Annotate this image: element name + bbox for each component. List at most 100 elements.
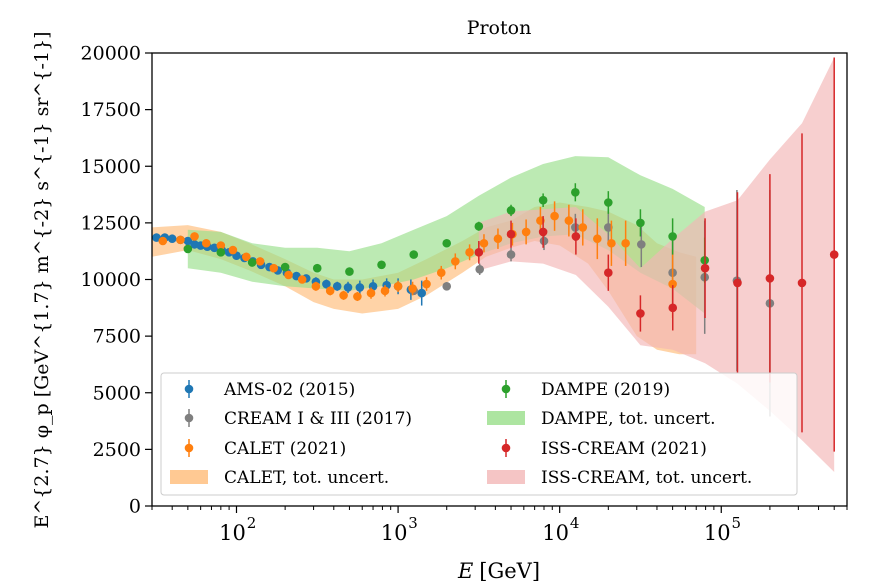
point-cream-i-iii-2017 — [636, 240, 646, 249]
y-tick-label: 20000 — [81, 43, 141, 65]
point-iss-cream-2021 — [604, 268, 613, 278]
legend: AMS-02 (2015) CREAM I & III (2017) CALET (… — [160, 372, 798, 496]
point-dampe-2019 — [183, 244, 193, 254]
x-tick-exponent: 3 — [408, 514, 418, 532]
legend-marker — [184, 443, 194, 453]
point-dampe-2019 — [538, 195, 548, 205]
point-calet-2021 — [564, 216, 574, 225]
point-dampe-2019 — [216, 248, 226, 257]
y-tick-label: 7500 — [93, 326, 141, 348]
point-dampe-2019 — [247, 258, 257, 267]
point-dampe-2019 — [442, 238, 452, 248]
point-iss-cream-2021 — [829, 250, 839, 259]
point-iss-cream-2021 — [506, 229, 516, 239]
point-iss-cream-2021 — [765, 274, 775, 283]
data-points — [152, 57, 839, 452]
point-cream-i-iii-2017 — [539, 236, 549, 246]
point-ams-02-2015 — [183, 236, 193, 246]
point-calet-2021 — [269, 263, 279, 273]
legend-box — [160, 372, 798, 496]
axes: 0 2500 5000 7500 10000 12500 15000 17500 20000 10… — [81, 43, 848, 545]
point-calet-2021 — [521, 227, 531, 237]
point-calet-2021 — [578, 223, 588, 232]
point-ams-02-2015 — [355, 283, 365, 292]
point-iss-cream-2021 — [636, 309, 645, 318]
point-ams-02-2015 — [167, 234, 177, 244]
point-calet-2021 — [158, 236, 168, 246]
legend-entry-iss-cream-2021: ISS-CREAM (2021) — [501, 439, 707, 459]
point-calet-2021 — [422, 279, 431, 289]
point-calet-2021 — [621, 238, 630, 248]
x-tick-exponent: 4 — [570, 514, 580, 532]
legend-label: DAMPE (2019) — [541, 380, 670, 400]
point-dampe-2019 — [668, 232, 677, 241]
legend-swatch — [487, 411, 525, 425]
x-tick-exponent: 5 — [731, 514, 741, 532]
legend-entry-dampe-tot-uncert: DAMPE, tot. uncert. — [487, 409, 716, 429]
point-calet-2021 — [353, 292, 362, 301]
point-calet-2021 — [216, 241, 226, 250]
point-dampe-2019 — [377, 260, 386, 270]
point-iss-cream-2021 — [733, 278, 742, 288]
point-dampe-2019 — [506, 206, 516, 215]
legend-entry-dampe-2019: DAMPE (2019) — [501, 380, 670, 400]
point-calet-2021 — [255, 257, 265, 266]
point-dampe-2019 — [604, 198, 613, 207]
point-dampe-2019 — [345, 267, 354, 276]
legend-label: CALET (2021) — [224, 439, 346, 459]
y-tick-label: 2500 — [93, 439, 141, 461]
legend-entry-iss-cream-tot-uncert: ISS-CREAM, tot. uncert. — [487, 468, 752, 488]
point-dampe-2019 — [636, 218, 645, 228]
point-calet-2021 — [393, 281, 403, 291]
point-cream-i-iii-2017 — [506, 250, 516, 259]
point-calet-2021 — [284, 270, 293, 280]
point-calet-2021 — [593, 234, 602, 244]
point-iss-cream-2021 — [797, 278, 807, 288]
point-calet-2021 — [607, 238, 616, 248]
point-calet-2021 — [325, 286, 335, 296]
point-ams-02-2015 — [343, 283, 353, 292]
point-cream-i-iii-2017 — [475, 265, 485, 274]
legend-entry-calet-tot-uncert: CALET, tot. uncert. — [170, 468, 389, 488]
legend-marker — [184, 384, 194, 394]
point-calet-2021 — [408, 284, 417, 293]
x-tick-label: 10 — [381, 521, 408, 545]
point-calet-2021 — [668, 279, 677, 289]
point-ams-02-2015 — [417, 288, 426, 298]
point-calet-2021 — [311, 281, 321, 291]
point-ams-02-2015 — [332, 281, 342, 291]
x-tick-label: 10 — [542, 521, 569, 545]
point-ams-02-2015 — [322, 279, 331, 289]
legend-swatch — [487, 470, 525, 484]
chart-title: Proton — [467, 17, 532, 39]
x-axis-label: E [GeV] — [457, 559, 540, 583]
point-cream-i-iii-2017 — [604, 223, 613, 232]
x-axis-label-symbol: E — [457, 559, 473, 583]
point-calet-2021 — [339, 291, 348, 300]
band-iss-cream-tot-uncert — [478, 57, 835, 472]
y-tick-label: 10000 — [81, 269, 141, 291]
point-iss-cream-2021 — [474, 248, 484, 257]
point-iss-cream-2021 — [571, 232, 581, 241]
legend-label: ISS-CREAM (2021) — [541, 439, 707, 459]
point-calet-2021 — [228, 245, 238, 255]
point-calet-2021 — [550, 211, 559, 221]
legend-marker — [501, 443, 511, 453]
y-tick-label: 0 — [129, 496, 141, 518]
point-calet-2021 — [479, 238, 489, 248]
point-calet-2021 — [201, 238, 211, 248]
x-tick-exponent: 2 — [247, 514, 257, 532]
point-calet-2021 — [176, 235, 185, 245]
legend-label: ISS-CREAM, tot. uncert. — [541, 468, 752, 488]
point-dampe-2019 — [571, 187, 580, 197]
point-iss-cream-2021 — [668, 303, 678, 313]
point-iss-cream-2021 — [538, 227, 548, 237]
legend-marker — [184, 413, 194, 423]
legend-entry-cream-i-iii-2017: CREAM I & III (2017) — [184, 409, 412, 429]
y-axis-label: E^{2.7} φ_p [GeV^{1.7} m^{-2} s^{-1} sr^… — [31, 31, 53, 528]
legend-marker — [501, 384, 511, 394]
point-ams-02-2015 — [152, 233, 161, 242]
legend-label: CREAM I & III (2017) — [224, 409, 412, 429]
